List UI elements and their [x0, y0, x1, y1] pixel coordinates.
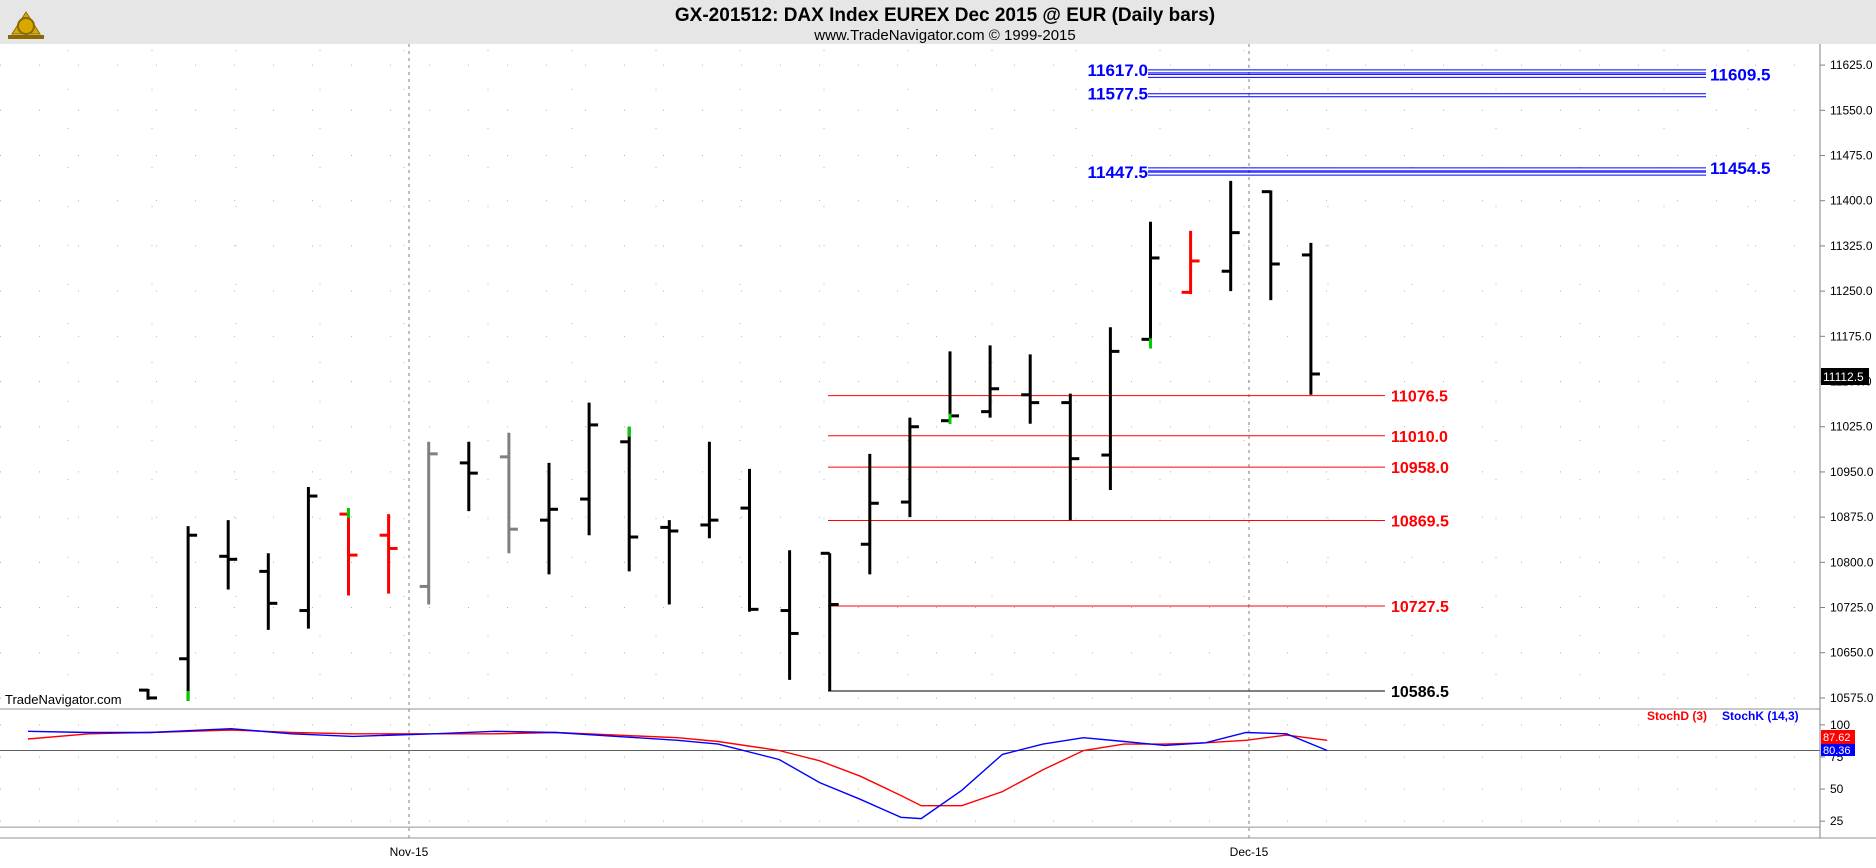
ohlc-bar — [860, 453, 879, 575]
ohlc-bar — [1021, 354, 1040, 424]
ohlc-bar — [219, 520, 238, 590]
price-tick-label: 11025.0 — [1830, 420, 1873, 434]
stochastic-lines — [27, 727, 1328, 820]
stochK-line — [27, 727, 1328, 820]
ohlc-bar — [179, 526, 198, 701]
ohlc-bar — [139, 688, 157, 700]
ohlc-bar — [459, 441, 478, 512]
price-levels: 11617.0 11609.5 11577.5 11454.5 11447.5 11076… — [828, 61, 1771, 701]
ohlc-bar — [1061, 393, 1080, 521]
price-tick-label: 10875.0 — [1830, 510, 1874, 524]
price-tick-label: 10950.0 — [1830, 465, 1874, 479]
ohlc-bar — [379, 514, 398, 594]
resistance-label: 11447.5 — [1087, 163, 1148, 182]
legend-stochK: StochK (14,3) — [1722, 709, 1799, 723]
axes: 10575.0 10650.0 10725.0 10800.0 10875.0 10950… — [0, 44, 1876, 859]
support-label: 11076.5 — [1391, 389, 1448, 406]
price-tick-label: 11400.0 — [1830, 194, 1873, 208]
ohlc-bar — [419, 441, 438, 605]
ohlc-bar — [1301, 242, 1320, 395]
ohlc-bar — [499, 432, 518, 554]
stoch-tick-label: 100 — [1830, 718, 1850, 732]
price-tick-label: 11325.0 — [1830, 239, 1873, 253]
ohlc-bar — [1261, 190, 1280, 301]
support-label: 11010.0 — [1391, 429, 1448, 446]
ohlc-bar — [740, 468, 759, 612]
price-tick-label: 10575.0 — [1830, 691, 1874, 705]
stochastic-last-values: 87.62 80.36 — [1821, 730, 1855, 757]
last-price-label: 11112.5 — [1823, 370, 1864, 384]
stochastic-grid — [0, 724, 1820, 828]
ohlc-bar — [1101, 327, 1120, 491]
support-label: 10869.5 — [1391, 513, 1449, 530]
ohlc-bar — [339, 508, 358, 596]
watermark-text: TradeNavigator.com — [5, 692, 122, 707]
x-tick-label: Nov-15 — [390, 845, 429, 859]
resistance-label: 11454.5 — [1710, 159, 1771, 178]
ohlc-bar — [620, 426, 639, 572]
stochK-last-label: 80.36 — [1823, 745, 1851, 757]
resistance-label: 11577.5 — [1087, 85, 1148, 104]
ohlc-bar — [1141, 221, 1160, 349]
stochD-last-label: 87.62 — [1823, 732, 1851, 744]
price-tick-label: 11475.0 — [1830, 149, 1873, 163]
ohlc-bar — [780, 550, 799, 680]
ohlc-bar — [660, 520, 679, 605]
price-tick-label: 11550.0 — [1830, 103, 1873, 117]
ohlc-bar — [259, 553, 278, 630]
chart-subtitle: www.TradeNavigator.com © 1999-2015 — [813, 27, 1075, 44]
legend-stochD: StochD (3) — [1647, 709, 1707, 723]
x-tick-label: Dec-15 — [1230, 845, 1269, 859]
app-logo-icon[interactable] — [8, 11, 44, 39]
resistance-label: 11609.5 — [1710, 65, 1771, 84]
price-tick-label: 11250.0 — [1830, 284, 1873, 298]
price-tick-label: 10650.0 — [1830, 646, 1874, 660]
price-tick-label: 10725.0 — [1830, 601, 1874, 615]
last-price-marker: 11112.5 — [1821, 368, 1869, 385]
ohlc-bar — [941, 351, 959, 424]
stoch-tick-label: 25 — [1830, 814, 1844, 828]
chart-title: GX-201512: DAX Index EUREX Dec 2015 @ EU… — [675, 5, 1215, 26]
ohlc-bar — [1221, 180, 1240, 292]
ohlc-bar — [900, 417, 919, 518]
support-label: 10727.5 — [1391, 599, 1449, 616]
price-tick-label: 11625.0 — [1830, 58, 1873, 72]
price-tick-label: 11175.0 — [1830, 329, 1872, 343]
low-label: 10586.5 — [1391, 684, 1449, 701]
ohlc-bar — [540, 462, 558, 575]
ohlc-bar — [580, 402, 599, 536]
ohlc-bar — [981, 345, 1000, 418]
ohlc-bar — [820, 551, 839, 691]
ohlc-bar — [299, 486, 318, 629]
ohlc-bar — [700, 441, 719, 539]
price-tick-label: 10800.0 — [1830, 555, 1874, 569]
resistance-label: 11617.0 — [1087, 61, 1148, 80]
ohlc-bar — [1181, 230, 1200, 295]
stochastic-legend: StochD (3) StochK (14,3) — [1647, 709, 1799, 723]
support-label: 10958.0 — [1391, 460, 1449, 477]
stoch-tick-label: 50 — [1830, 782, 1844, 796]
price-bars — [139, 180, 1320, 701]
header-bar — [0, 0, 1876, 44]
